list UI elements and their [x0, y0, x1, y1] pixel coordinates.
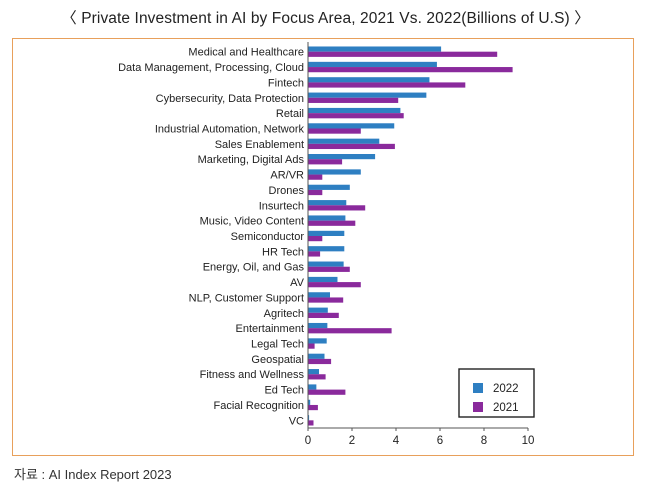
legend: 2022 2021 [458, 368, 535, 418]
bar-2021 [308, 404, 318, 411]
bar-2022 [308, 246, 345, 252]
bar-2022 [308, 154, 376, 160]
bar-2021 [308, 159, 343, 165]
bar-2021 [308, 67, 513, 73]
bar-2022 [308, 399, 311, 405]
category-label: HR Tech [262, 246, 304, 258]
legend-swatch-2021 [473, 402, 483, 412]
x-tick-label: 4 [393, 435, 400, 447]
category-label: VC [289, 415, 304, 427]
x-tick-label: 0 [305, 435, 311, 447]
category-label: Data Management, Processing, Cloud [118, 62, 304, 74]
category-label: Drones [269, 185, 305, 197]
category-label: Fintech [268, 77, 304, 89]
bar-2022 [308, 200, 347, 206]
x-tick-label: 8 [481, 435, 487, 447]
category-label: Marketing, Digital Ads [198, 154, 305, 166]
category-label: Energy, Oil, and Gas [203, 262, 305, 274]
category-label: Industrial Automation, Network [155, 123, 305, 135]
bar-2022 [308, 276, 338, 283]
bar-2022 [308, 107, 401, 114]
bar-2021 [308, 312, 339, 318]
category-label: Geospatial [251, 354, 304, 366]
bar-2022 [308, 384, 317, 390]
category-label: Legal Tech [251, 339, 304, 351]
bar-2021 [308, 143, 395, 150]
bar-2021 [308, 128, 361, 134]
bar-2021 [308, 297, 344, 303]
bar-2022 [308, 261, 344, 267]
bar-2021 [308, 328, 392, 334]
bar-2021 [308, 343, 315, 349]
category-label: Medical and Healthcare [188, 47, 304, 59]
category-label: Semiconductor [231, 231, 305, 243]
category-label: Entertainment [236, 323, 304, 335]
x-axis: 0 2 4 6 8 10 [305, 42, 535, 447]
x-tick-label: 6 [437, 435, 443, 447]
bar-2021 [308, 113, 404, 119]
bar-2021 [308, 389, 346, 395]
category-label: Fitness and Wellness [200, 369, 305, 381]
bar-2022 [308, 230, 345, 236]
bar-2021 [308, 97, 399, 103]
bar-2022 [308, 123, 395, 129]
bar-2021 [308, 236, 323, 242]
category-label: AR/VR [270, 170, 304, 182]
bar-2022 [308, 322, 328, 329]
bar-2022 [308, 138, 380, 144]
category-label: Sales Enablement [215, 139, 304, 151]
bar-2022 [308, 292, 330, 298]
bar-2021 [308, 220, 356, 226]
category-label: Insurtech [259, 200, 304, 212]
bar-2022 [308, 184, 350, 190]
category-label: AV [290, 277, 305, 289]
bar-2022 [308, 353, 325, 359]
bar-2022 [308, 215, 346, 221]
bar-2022 [308, 415, 310, 421]
bar-2022 [308, 77, 430, 83]
bars-layer [308, 46, 513, 426]
category-label: Music, Video Content [200, 216, 304, 228]
chart-title: 〈 Private Investment in AI by Focus Area… [61, 10, 590, 27]
source-note: 자료 : AI Index Report 2023 [14, 467, 172, 482]
bar-2021 [308, 82, 466, 88]
legend-swatch-2022 [473, 383, 483, 393]
legend-label-2021: 2021 [493, 402, 519, 414]
bar-2022 [308, 369, 319, 375]
bar-2022 [308, 338, 327, 344]
category-label: NLP, Customer Support [189, 292, 304, 304]
bar-2021 [308, 51, 498, 57]
category-label: Facial Recognition [214, 400, 305, 412]
bar-2022 [308, 92, 427, 98]
bar-2021 [308, 282, 361, 288]
category-label: Retail [276, 108, 304, 120]
category-label: Cybersecurity, Data Protection [156, 93, 304, 105]
category-label: Agritech [264, 308, 304, 320]
bar-2022 [308, 169, 361, 175]
x-tick-label: 2 [349, 435, 355, 447]
bar-2021 [308, 205, 366, 211]
bar-2021 [308, 251, 321, 257]
chart-frame [12, 38, 634, 456]
category-label: Ed Tech [264, 385, 304, 397]
bar-2021 [308, 374, 326, 380]
bar-2021 [308, 189, 323, 196]
legend-label-2022: 2022 [493, 383, 519, 395]
bar-2022 [308, 46, 442, 52]
bar-2021 [308, 266, 350, 272]
bar-2021 [308, 174, 323, 180]
bar-2021 [308, 420, 314, 426]
x-tick-label: 10 [522, 435, 535, 447]
bar-2022 [308, 307, 328, 313]
bar-2021 [308, 358, 332, 365]
category-labels: Medical and Healthcare Data Management, P… [118, 47, 305, 428]
bar-2022 [308, 61, 437, 68]
legend-box [458, 368, 535, 418]
